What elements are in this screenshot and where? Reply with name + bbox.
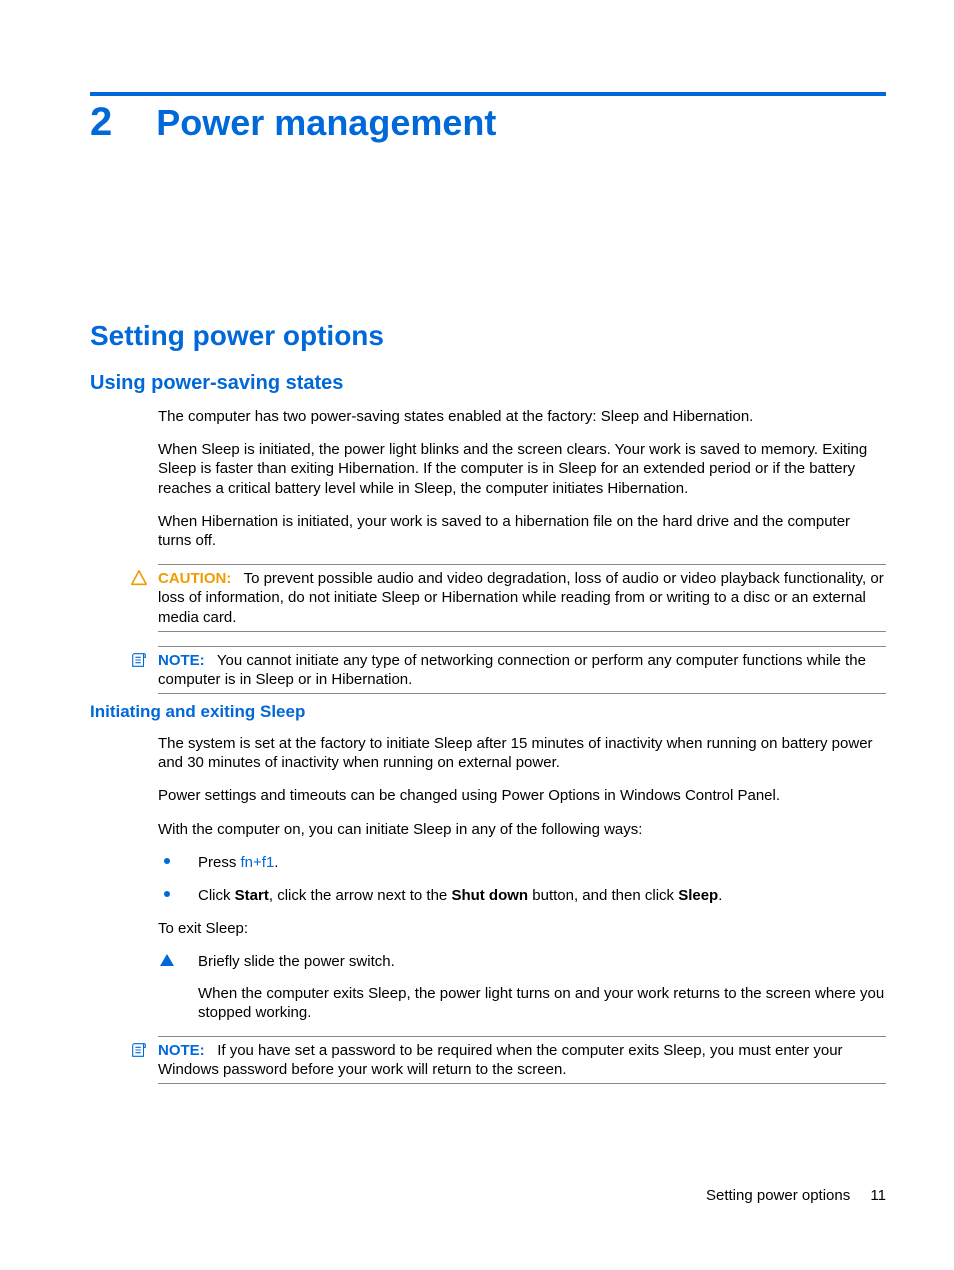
note-icon — [130, 651, 148, 669]
step-triangle-icon — [160, 954, 174, 966]
body-paragraph: The computer has two power-saving states… — [158, 407, 886, 426]
chapter-rule — [90, 92, 886, 96]
body-paragraph: When Sleep is initiated, the power light… — [158, 440, 886, 498]
step-list: Briefly slide the power switch. When the… — [158, 952, 886, 1022]
document-page: 2 Power management Setting power options… — [0, 0, 954, 1270]
note-callout: NOTE: You cannot initiate any type of ne… — [158, 646, 886, 694]
keyboard-shortcut-link[interactable]: fn+f1 — [241, 854, 275, 871]
ui-ref-sleep: Sleep — [678, 887, 718, 904]
footer-page-number: 11 — [870, 1187, 886, 1204]
list-text: button, and then click — [528, 887, 678, 904]
body-paragraph: To exit Sleep: — [158, 919, 886, 938]
bullet-list: Press fn+f1. Click Start, click the arro… — [158, 853, 886, 905]
body-paragraph: The system is set at the factory to init… — [158, 734, 886, 772]
ui-ref-shutdown: Shut down — [451, 887, 528, 904]
step-item: Briefly slide the power switch. When the… — [158, 952, 886, 1022]
ui-ref-start: Start — [235, 887, 269, 904]
list-text: , click the arrow next to the — [269, 887, 452, 904]
body-paragraph: With the computer on, you can initiate S… — [158, 820, 886, 839]
caution-label: CAUTION: — [158, 570, 231, 587]
page-footer: Setting power options 11 — [706, 1187, 886, 1204]
note-label: NOTE: — [158, 1042, 205, 1059]
section-heading: Setting power options — [90, 320, 384, 352]
list-text: . — [718, 887, 722, 904]
chapter-title: Power management — [156, 102, 496, 144]
caution-text: To prevent possible audio and video degr… — [158, 570, 884, 625]
caution-icon — [130, 569, 148, 587]
subsection-heading: Initiating and exiting Sleep — [90, 702, 886, 722]
note-text: If you have set a password to be require… — [158, 1042, 843, 1078]
body-paragraph: When Hibernation is initiated, your work… — [158, 512, 886, 550]
footer-section-name: Setting power options — [706, 1187, 850, 1204]
list-item: Click Start, click the arrow next to the… — [158, 886, 886, 905]
subsection-heading: Using power-saving states — [90, 372, 886, 395]
list-text: Click — [198, 887, 235, 904]
list-text-pre: Press — [198, 854, 241, 871]
list-text-post: . — [274, 854, 278, 871]
bullet-icon — [164, 858, 170, 864]
chapter-header: 2 Power management — [90, 100, 496, 145]
list-item: Press fn+f1. — [158, 853, 886, 872]
subsection-initiating-sleep: Initiating and exiting Sleep The system … — [90, 702, 886, 1098]
caution-callout: CAUTION: To prevent possible audio and v… — [158, 564, 886, 632]
subsection-power-saving-states: Using power-saving states The computer h… — [90, 372, 886, 708]
step-subtext: When the computer exits Sleep, the power… — [198, 984, 886, 1022]
step-text: Briefly slide the power switch. — [198, 953, 395, 970]
note-callout: NOTE: If you have set a password to be r… — [158, 1036, 886, 1084]
body-paragraph: Power settings and timeouts can be chang… — [158, 786, 886, 805]
note-text: You cannot initiate any type of networki… — [158, 652, 866, 688]
chapter-number: 2 — [90, 100, 112, 145]
note-label: NOTE: — [158, 652, 205, 669]
note-icon — [130, 1041, 148, 1059]
bullet-icon — [164, 891, 170, 897]
